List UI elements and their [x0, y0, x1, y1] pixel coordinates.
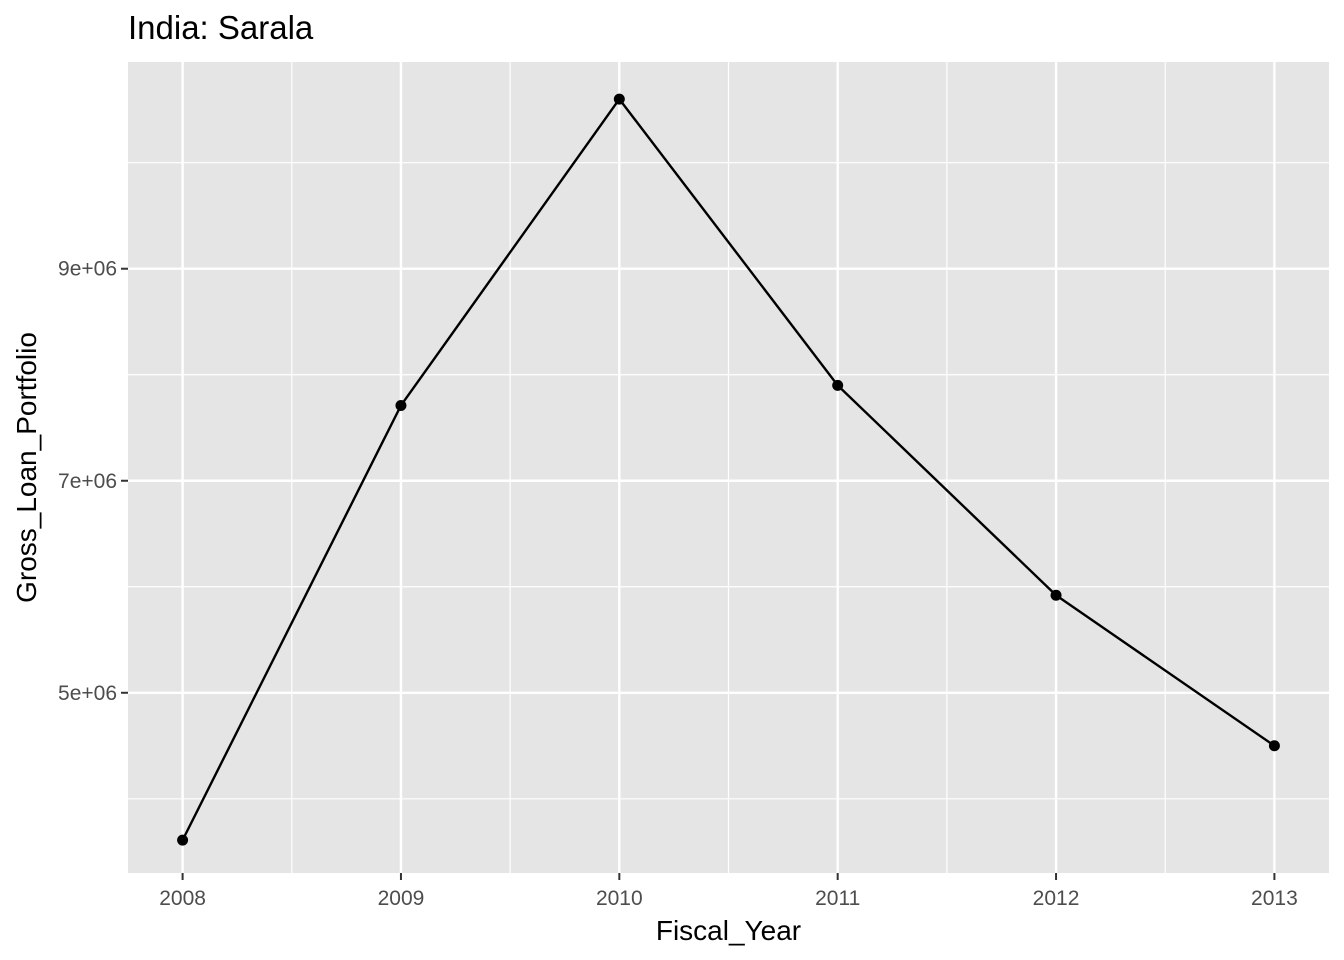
y-tick-label: 5e+06 — [58, 682, 117, 705]
data-point — [613, 93, 625, 105]
data-point — [1268, 740, 1280, 752]
x-tick-label: 2008 — [159, 887, 206, 910]
x-axis-title: Fiscal_Year — [656, 915, 801, 946]
chart-title: India: Sarala — [128, 9, 314, 46]
x-tick-label: 2009 — [378, 887, 425, 910]
data-point — [395, 399, 407, 411]
data-point — [832, 379, 844, 391]
x-tick-label: 2013 — [1251, 887, 1298, 910]
minor-gridlines — [128, 62, 1329, 873]
series-line — [181, 97, 1276, 841]
series-layer — [177, 93, 1280, 846]
x-tick-label: 2011 — [815, 887, 860, 910]
x-tick-label: 2010 — [596, 887, 643, 910]
data-point — [1050, 589, 1062, 601]
x-axis: 2008 2009 2010 2011 2012 2013 — [159, 873, 1298, 910]
data-point — [177, 834, 189, 846]
y-axis: 5e+06 7e+06 9e+06 — [58, 258, 128, 705]
y-tick-label: 7e+06 — [58, 470, 117, 493]
y-tick-label: 9e+06 — [58, 258, 117, 281]
major-gridlines — [128, 62, 1329, 873]
y-axis-title: Gross_Loan_Portfolio — [11, 332, 42, 603]
x-tick-label: 2012 — [1033, 887, 1080, 910]
